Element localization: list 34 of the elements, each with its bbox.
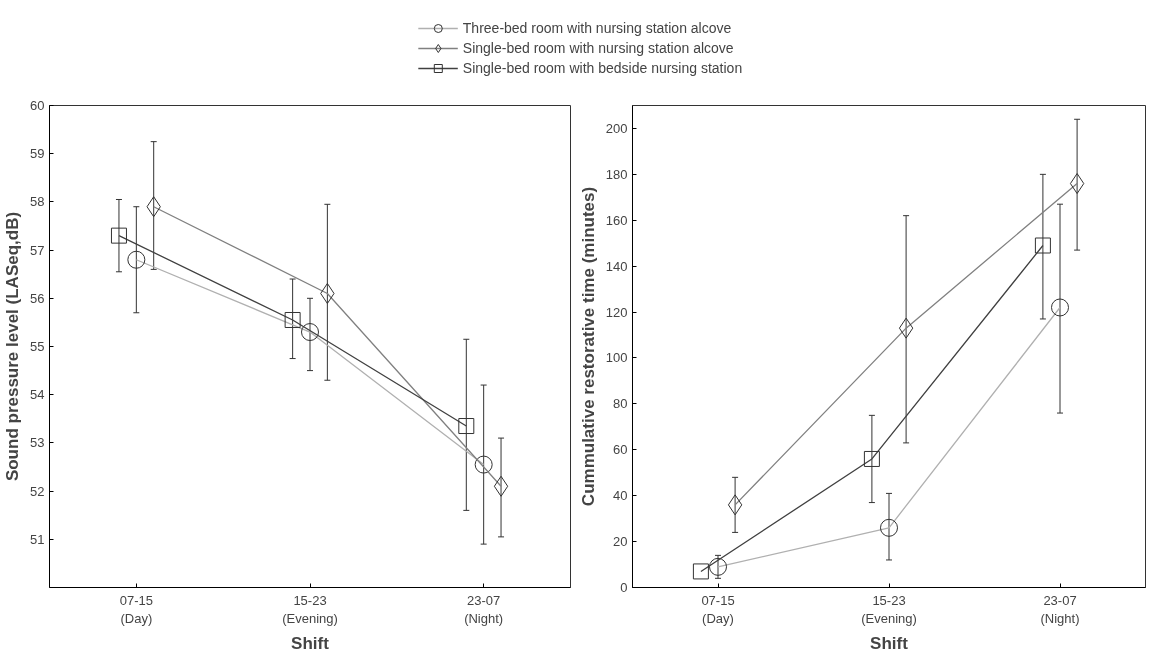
y-tick-label: 100: [605, 350, 628, 366]
x-tick-label: 15-23 (Evening): [282, 592, 338, 626]
y-tick-label: 120: [605, 304, 628, 320]
y-axis-title: Sound pressure level (LASeq,dB): [3, 211, 23, 482]
y-tick-label: 60: [30, 98, 45, 113]
y-tick-label: 56: [30, 290, 45, 306]
y-tick-label: 53: [30, 435, 45, 451]
y-tick-label: 80: [613, 396, 628, 412]
y-tick-label: 51: [30, 531, 45, 547]
y-tick-label: 55: [30, 339, 45, 354]
y-tick-label: 57: [30, 242, 45, 258]
y-tick-label: 54: [30, 387, 45, 403]
legend-label: Single-bed room with nursing station alcove: [462, 39, 734, 56]
x-tick-label: 07-15 (Day): [701, 592, 735, 626]
y-tick-label: 40: [613, 488, 628, 504]
y-tick-label: 200: [605, 120, 628, 136]
x-axis-title: Shift: [870, 633, 909, 653]
y-tick-label: 20: [613, 534, 628, 550]
x-tick-label: 15-23 (Evening): [861, 592, 917, 626]
y-tick-label: 180: [605, 166, 628, 182]
x-axis-title: Shift: [291, 633, 330, 653]
y-tick-label: 160: [605, 212, 628, 228]
y-tick-label: 58: [30, 194, 45, 210]
legend-label: Three-bed room with nursing station alcove: [462, 19, 732, 36]
y-tick-label: 52: [30, 483, 45, 499]
y-tick-label: 140: [605, 258, 628, 274]
x-tick-label: 23-07 (Night): [1040, 592, 1080, 626]
legend-label: Single-bed room with bedside nursing station: [462, 59, 743, 76]
y-axis-title: Cummulative restorative time (minutes): [578, 186, 598, 507]
y-tick-label: 59: [30, 146, 45, 162]
y-tick-label: 60: [613, 442, 628, 458]
x-tick-label: 23-07 (Night): [464, 592, 504, 626]
x-tick-label: 07-15 (Day): [119, 592, 153, 626]
y-tick-label: 0: [620, 580, 628, 595]
